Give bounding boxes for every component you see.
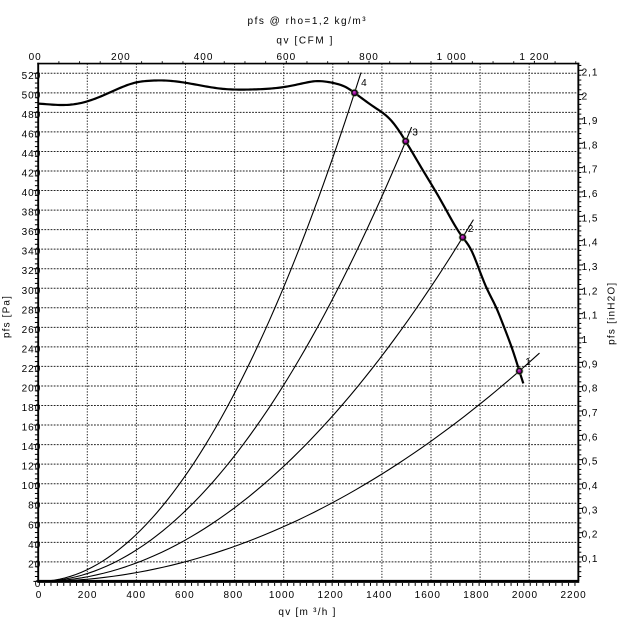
svg-text:1 000: 1 000 <box>437 52 467 63</box>
svg-text:220: 220 <box>22 364 42 375</box>
svg-text:240: 240 <box>22 344 42 355</box>
svg-text:1200: 1200 <box>317 590 343 601</box>
svg-text:400: 400 <box>22 188 42 199</box>
svg-text:0: 0 <box>35 579 42 590</box>
svg-text:300: 300 <box>22 286 42 297</box>
svg-text:00: 00 <box>29 52 42 63</box>
svg-text:800: 800 <box>359 52 379 63</box>
svg-text:340: 340 <box>22 247 42 258</box>
svg-text:100: 100 <box>22 481 42 492</box>
svg-text:1,9: 1,9 <box>582 116 599 127</box>
svg-text:1,6: 1,6 <box>582 189 599 200</box>
svg-text:20: 20 <box>28 559 41 570</box>
svg-text:1,5: 1,5 <box>582 213 599 224</box>
svg-text:1800: 1800 <box>463 590 489 601</box>
svg-text:0,3: 0,3 <box>582 505 599 516</box>
svg-text:1000: 1000 <box>269 590 295 601</box>
svg-text:120: 120 <box>22 462 42 473</box>
svg-text:1 200: 1 200 <box>519 52 549 63</box>
svg-text:800: 800 <box>224 590 244 601</box>
svg-text:0,1: 0,1 <box>582 554 599 565</box>
svg-text:2: 2 <box>468 224 474 235</box>
svg-text:400: 400 <box>126 590 146 601</box>
svg-text:0: 0 <box>36 590 43 601</box>
svg-text:1: 1 <box>582 335 589 346</box>
svg-text:1: 1 <box>525 357 531 368</box>
svg-text:1,1: 1,1 <box>582 311 599 322</box>
svg-text:360: 360 <box>22 227 42 238</box>
svg-text:1,2: 1,2 <box>582 286 599 297</box>
svg-text:0,9: 0,9 <box>582 359 599 370</box>
svg-text:1400: 1400 <box>366 590 392 601</box>
svg-text:420: 420 <box>22 169 42 180</box>
svg-text:500: 500 <box>22 90 42 101</box>
svg-text:pfs @ rho=1,2 kg/m³: pfs @ rho=1,2 kg/m³ <box>248 16 368 27</box>
svg-text:600: 600 <box>276 52 296 63</box>
svg-text:260: 260 <box>22 325 42 336</box>
svg-text:200: 200 <box>78 590 98 601</box>
svg-text:400: 400 <box>194 52 214 63</box>
svg-text:80: 80 <box>28 501 41 512</box>
svg-text:0,5: 0,5 <box>582 457 599 468</box>
svg-text:0,4: 0,4 <box>582 481 599 492</box>
svg-text:140: 140 <box>22 442 42 453</box>
svg-text:60: 60 <box>28 520 41 531</box>
svg-text:440: 440 <box>22 149 42 160</box>
svg-text:2200: 2200 <box>560 590 586 601</box>
svg-text:3: 3 <box>412 128 418 139</box>
svg-text:480: 480 <box>22 110 42 121</box>
svg-text:600: 600 <box>175 590 195 601</box>
svg-text:qv [CFM ]: qv [CFM ] <box>276 36 334 47</box>
svg-text:0,7: 0,7 <box>582 408 599 419</box>
svg-text:1,7: 1,7 <box>582 165 599 176</box>
svg-text:180: 180 <box>22 403 42 414</box>
svg-text:1,4: 1,4 <box>582 238 599 249</box>
svg-text:200: 200 <box>22 383 42 394</box>
svg-text:380: 380 <box>22 208 42 219</box>
svg-text:1600: 1600 <box>415 590 441 601</box>
svg-text:2: 2 <box>582 92 589 103</box>
svg-text:0,2: 0,2 <box>582 530 599 541</box>
svg-text:160: 160 <box>22 423 42 434</box>
svg-text:2,1: 2,1 <box>582 67 599 78</box>
svg-text:pfs [inH2O]: pfs [inH2O] <box>606 282 617 345</box>
svg-text:1,3: 1,3 <box>582 262 599 273</box>
svg-text:200: 200 <box>111 52 131 63</box>
svg-text:qv [m ³/h ]: qv [m ³/h ] <box>278 607 336 618</box>
svg-text:320: 320 <box>22 266 42 277</box>
svg-text:40: 40 <box>28 540 41 551</box>
svg-text:0,8: 0,8 <box>582 384 599 395</box>
svg-text:4: 4 <box>361 78 367 89</box>
svg-text:pfs [Pa]: pfs [Pa] <box>2 295 13 338</box>
svg-text:2000: 2000 <box>512 590 538 601</box>
svg-text:460: 460 <box>22 129 42 140</box>
svg-text:520: 520 <box>22 71 42 82</box>
svg-text:1,8: 1,8 <box>582 140 599 151</box>
svg-text:0,6: 0,6 <box>582 432 599 443</box>
svg-text:280: 280 <box>22 305 42 316</box>
